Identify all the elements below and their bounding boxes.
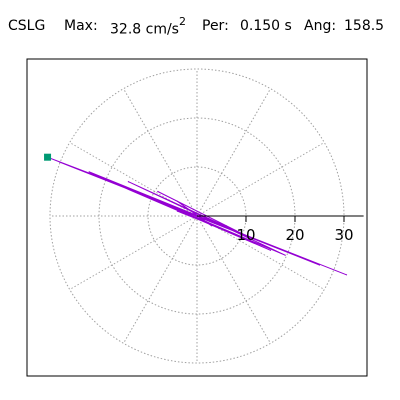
- trace-point-17: [176, 210, 178, 212]
- angle-label: Ang:: [304, 18, 337, 34]
- trace-point-14: [269, 249, 272, 251]
- trace-point-16: [225, 230, 227, 232]
- series-trace-0: [47, 156, 347, 276]
- station-code: CSLG: [8, 18, 46, 34]
- plot-header: CSLG Max: 32.8 cm/s2 Per: 0.150 s Ang: 1…: [0, 0, 400, 40]
- trace-point-15: [147, 195, 149, 197]
- trace-point-13: [98, 176, 100, 178]
- plot-frame: [26, 58, 368, 377]
- trace-point-11: [345, 274, 348, 276]
- period-label: Per:: [202, 18, 229, 34]
- max-value-text: 32.8 cm/s: [110, 21, 179, 38]
- max-unit-superscript: 2: [178, 15, 186, 28]
- radial-tick-label-30: 30: [334, 226, 353, 244]
- grid-spoke-210: [69, 215, 198, 290]
- grid-spoke-120: [123, 88, 198, 217]
- trace-point-2: [176, 200, 178, 202]
- angle-value: 158.5: [344, 18, 385, 34]
- max-value: 32.8 cm/s2: [110, 15, 186, 38]
- peak-marker-0: [44, 153, 52, 161]
- grid-spoke-300: [196, 215, 271, 344]
- trace-point-5: [245, 235, 247, 237]
- radial-axis: 10 20 30: [197, 215, 364, 244]
- trace-point-1: [211, 225, 213, 227]
- trace-point-7: [284, 254, 286, 256]
- period-value: 0.150 s: [240, 18, 292, 34]
- grid-spoke-60: [196, 88, 271, 217]
- max-label: Max:: [64, 18, 98, 34]
- radial-tick-label-20: 20: [285, 226, 304, 244]
- trace-point-3: [225, 225, 227, 227]
- trace-point-8: [88, 171, 90, 173]
- grid-spoke-30: [196, 142, 325, 217]
- trace-point-10: [59, 161, 61, 163]
- trace-point-6: [127, 181, 129, 183]
- trace-point-9: [318, 264, 321, 266]
- radial-tick-label-10: 10: [236, 226, 255, 244]
- marker-layer: [44, 153, 52, 161]
- trace-point-4: [157, 190, 159, 193]
- grid-spoke-240: [123, 215, 198, 344]
